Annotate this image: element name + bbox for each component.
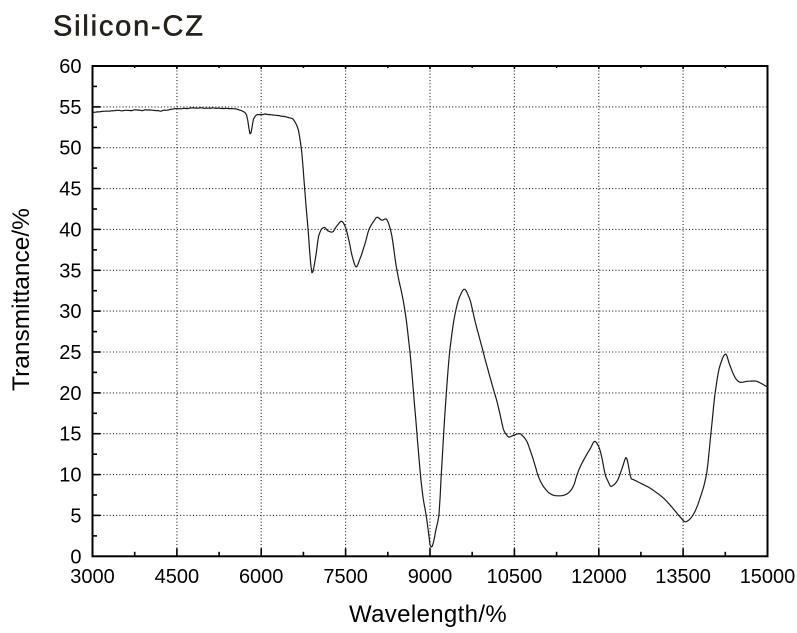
svg-text:45: 45 — [59, 179, 81, 201]
svg-text:15: 15 — [59, 424, 81, 446]
svg-text:10500: 10500 — [487, 566, 543, 588]
svg-text:6000: 6000 — [239, 566, 284, 588]
svg-text:25: 25 — [59, 342, 81, 364]
svg-text:0: 0 — [70, 546, 81, 568]
svg-text:7500: 7500 — [323, 566, 368, 588]
svg-text:5: 5 — [70, 505, 81, 527]
svg-text:20: 20 — [59, 383, 81, 405]
svg-text:50: 50 — [59, 138, 81, 160]
svg-text:9000: 9000 — [408, 566, 453, 588]
svg-text:35: 35 — [59, 260, 81, 282]
svg-text:30: 30 — [59, 301, 81, 323]
svg-text:Silicon-CZ: Silicon-CZ — [53, 11, 205, 43]
svg-text:3000: 3000 — [70, 566, 115, 588]
svg-text:13500: 13500 — [655, 566, 711, 588]
svg-text:4500: 4500 — [155, 566, 200, 588]
svg-text:12000: 12000 — [571, 566, 627, 588]
svg-text:10: 10 — [59, 465, 81, 487]
svg-text:Transmittance/%: Transmittance/% — [8, 208, 35, 391]
svg-text:55: 55 — [59, 97, 81, 119]
svg-text:15000: 15000 — [740, 566, 796, 588]
svg-text:Wavelength/%: Wavelength/% — [349, 601, 507, 628]
svg-text:40: 40 — [59, 219, 81, 241]
svg-text:60: 60 — [59, 56, 81, 78]
